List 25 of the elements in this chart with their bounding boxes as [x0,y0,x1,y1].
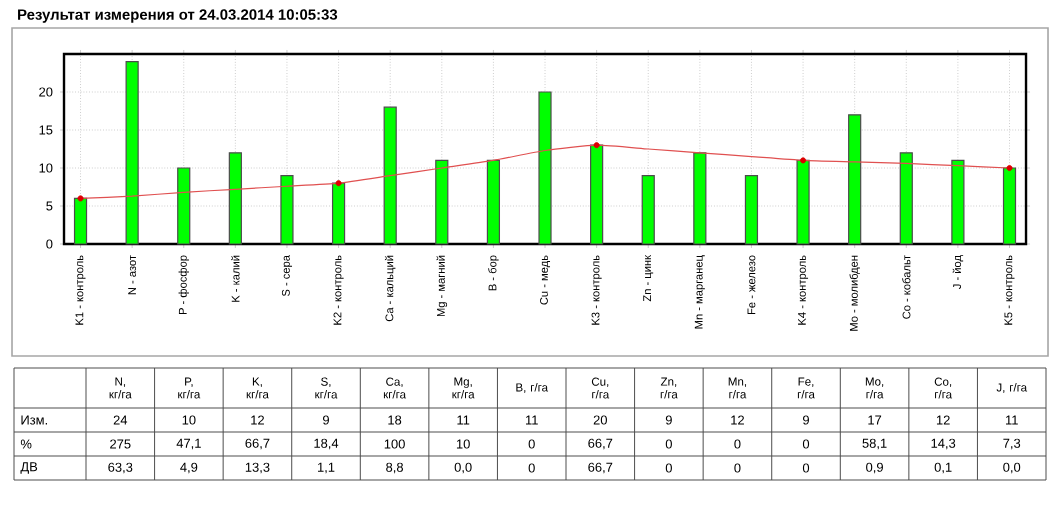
point [1006,165,1013,171]
bar [228,152,242,245]
bar [1002,167,1017,245]
point [800,157,807,164]
bar [744,174,759,245]
bar [848,114,862,245]
bar [435,159,449,245]
bar [280,174,294,245]
bar [590,144,604,245]
bar [641,174,655,245]
bar [693,152,707,245]
point [335,180,342,187]
bar [951,159,965,245]
bar [331,182,346,245]
bar [796,159,810,245]
bar [177,167,191,245]
bar [899,152,913,245]
bar [383,106,397,245]
bar [73,197,88,245]
line-series [79,144,1011,199]
point [593,142,600,149]
bar [486,159,501,245]
bar [125,60,139,245]
point [77,195,84,202]
bar [538,91,552,245]
